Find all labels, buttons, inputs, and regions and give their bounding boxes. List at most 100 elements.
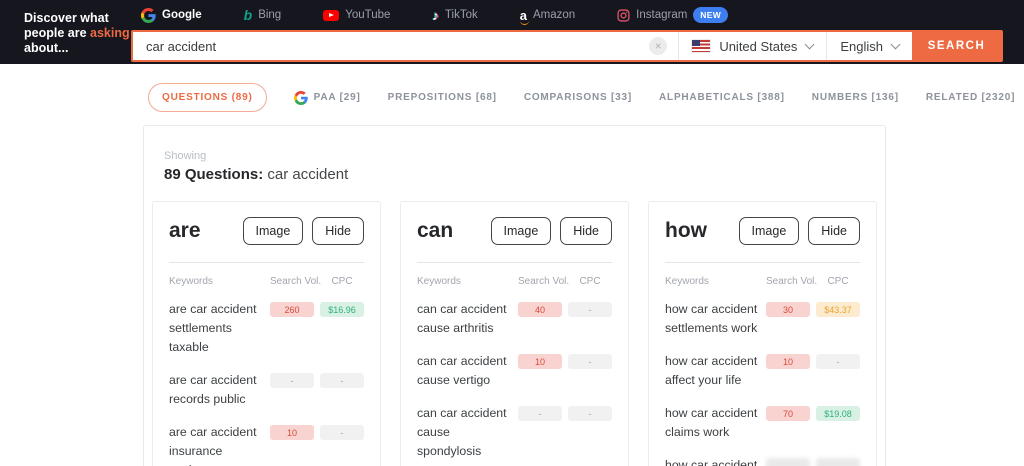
keyword-row[interactable]: can car accident cause vertigo 10-	[417, 352, 612, 390]
engine-tab-google[interactable]: Google	[141, 7, 202, 23]
tagline-highlight: asking	[90, 26, 130, 40]
country-select[interactable]: United States	[678, 32, 826, 60]
engine-tab-label: Instagram	[636, 9, 688, 21]
new-badge: NEW	[693, 7, 729, 23]
column-title: how	[665, 219, 707, 242]
tab-related[interactable]: RELATED [2320]	[925, 92, 1016, 103]
tab-alphabeticals[interactable]: ALPHABETICALS [388]	[659, 92, 785, 103]
keyword-text: are car accident records public	[169, 373, 257, 406]
engine-tab-bing[interactable]: b Bing	[244, 7, 282, 23]
keyword-row[interactable]: how car accident settlements work 30 $43.…	[665, 300, 860, 338]
divider	[665, 262, 860, 263]
engine-tab-label: Bing	[258, 9, 282, 21]
header-main: Google b Bing YouTube ♪ TikTok a Amazon	[131, 0, 1024, 64]
results-header: Showing 89 Questions: car accident	[164, 150, 877, 183]
image-button[interactable]: Image	[738, 217, 800, 245]
divider	[417, 262, 612, 263]
instagram-icon	[617, 8, 630, 22]
hide-button[interactable]: Hide	[808, 217, 860, 245]
keywords-header: Keywords	[169, 276, 213, 287]
search-bar: × United States English SEARCH	[131, 30, 1003, 62]
search-volume-badge: 10	[518, 354, 562, 369]
keyword-row[interactable]: can car accident cause spondylosis --	[417, 404, 612, 461]
keywords-header: Keywords	[417, 276, 461, 287]
engine-tab-tiktok[interactable]: ♪ TikTok	[432, 8, 477, 23]
tab-comparisons[interactable]: COMPARISONS [33]	[523, 92, 633, 103]
chevron-down-icon	[890, 39, 901, 49]
results-panel: Showing 89 Questions: car accident are I…	[143, 125, 886, 466]
keyword-text: how car accident affect your life	[665, 354, 758, 387]
keyword-text: can car accident cause spondylosis	[417, 406, 507, 458]
result-category-tabs: QUESTIONS (89) PAA [29] PREPOSITIONS [68…	[148, 83, 1024, 112]
search-volume-badge: 10	[766, 354, 810, 369]
question-columns: are Image Hide Keywords Search Vol. CPC …	[152, 201, 877, 466]
cpc-badge: -	[320, 425, 364, 440]
column-how: how Image Hide Keywords Search Vol. CPC …	[648, 201, 877, 466]
keyword-text: how car accident claims work	[665, 406, 758, 439]
country-select-value: United States	[719, 38, 798, 54]
tab-numbers[interactable]: NUMBERS [136]	[811, 92, 899, 103]
cpc-badge: -	[568, 354, 612, 369]
results-count-line: 89 Questions: car accident	[164, 166, 877, 183]
keyword-text: are car accident insurance settlements t…	[169, 425, 257, 466]
bing-icon: b	[243, 7, 253, 23]
results-count: 89 Questions:	[164, 166, 264, 183]
engine-tab-youtube[interactable]: YouTube	[323, 9, 390, 21]
tiktok-icon: ♪	[432, 7, 439, 23]
search-engine-tabs: Google b Bing YouTube ♪ TikTok a Amazon	[141, 3, 1024, 27]
keyword-row[interactable]: how car accident	[665, 456, 860, 466]
chevron-down-icon	[804, 39, 815, 49]
column-title: are	[169, 219, 201, 242]
hide-button[interactable]: Hide	[312, 217, 364, 245]
search-volume-badge: -	[518, 406, 562, 421]
results-query: car accident	[267, 166, 349, 183]
hide-button[interactable]: Hide	[560, 217, 612, 245]
column-are: are Image Hide Keywords Search Vol. CPC …	[152, 201, 381, 466]
keyword-row[interactable]: how car accident claims work 70 $19.08	[665, 404, 860, 442]
search-volume-badge: 40	[518, 302, 562, 317]
cpc-badge: -	[568, 302, 612, 317]
divider	[169, 262, 364, 263]
keyword-text: can car accident cause vertigo	[417, 354, 507, 387]
keyword-text: can car accident cause arthritis	[417, 302, 507, 335]
brand-tagline: Discover what people are asking about...	[0, 0, 131, 64]
tab-questions[interactable]: QUESTIONS (89)	[148, 83, 267, 112]
cpc-header: CPC	[827, 276, 849, 287]
language-select-value: English	[840, 38, 883, 54]
column-title: can	[417, 219, 454, 242]
search-vol-header: Search Vol.	[270, 276, 322, 287]
tab-prepositions[interactable]: PREPOSITIONS [68]	[387, 92, 497, 103]
image-button[interactable]: Image	[490, 217, 552, 245]
keyword-row[interactable]: how car accident affect your life 10-	[665, 352, 860, 390]
search-volume-badge: -	[270, 373, 314, 388]
engine-tab-instagram[interactable]: Instagram NEW	[617, 7, 729, 23]
cpc-header: CPC	[331, 276, 353, 287]
keyword-row[interactable]: are car accident records public --	[169, 371, 364, 409]
language-select[interactable]: English	[826, 32, 912, 60]
cpc-badge: -	[816, 354, 860, 369]
search-volume-badge: 10	[270, 425, 314, 440]
engine-tab-label: Amazon	[532, 9, 576, 21]
keywords-header: Keywords	[665, 276, 709, 287]
cpc-badge	[816, 458, 860, 466]
tab-label: PAA [29]	[313, 92, 361, 103]
keyword-row[interactable]: are car accident settlements taxable 260…	[169, 300, 364, 357]
amazon-icon: a	[519, 7, 530, 25]
keyword-text: how car accident	[665, 458, 758, 466]
clear-search-icon[interactable]: ×	[649, 37, 668, 55]
search-button[interactable]: SEARCH	[912, 32, 1001, 60]
search-volume-badge	[766, 458, 810, 466]
tab-paa[interactable]: PAA [29]	[293, 90, 361, 105]
cpc-header: CPC	[579, 276, 601, 287]
keyword-text: how car accident settlements work	[665, 302, 758, 335]
image-button[interactable]: Image	[242, 217, 304, 245]
cpc-badge: -	[568, 406, 612, 421]
keyword-text: are car accident settlements taxable	[169, 302, 257, 354]
engine-tab-amazon[interactable]: a Amazon	[519, 7, 576, 25]
search-volume-badge: 30	[766, 302, 810, 317]
search-input[interactable]	[133, 32, 650, 60]
keyword-row[interactable]: are car accident insurance settlements t…	[169, 423, 364, 466]
search-vol-header: Search Vol.	[518, 276, 570, 287]
column-can: can Image Hide Keywords Search Vol. CPC …	[400, 201, 629, 466]
keyword-row[interactable]: can car accident cause arthritis 40-	[417, 300, 612, 338]
